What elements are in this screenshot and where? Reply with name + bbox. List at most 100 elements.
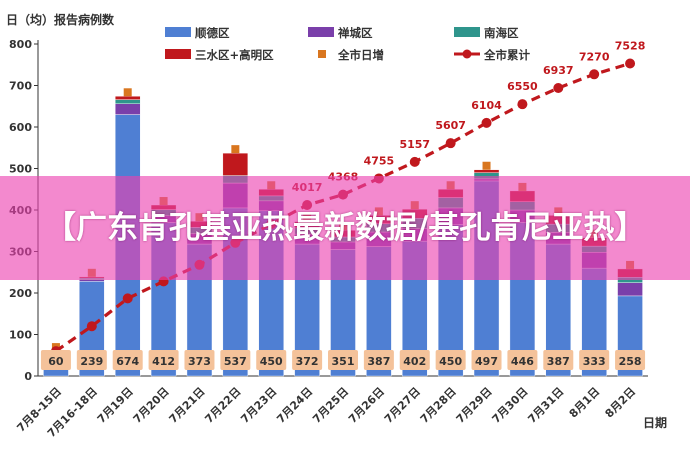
daily-value-box: [256, 350, 287, 370]
legend-swatch: [454, 27, 480, 37]
y-tick-label: 200: [9, 287, 32, 300]
daily-value-label: 239: [80, 355, 103, 368]
legend-label: 南海区: [484, 26, 519, 40]
cumulative-label: 7528: [615, 40, 646, 53]
cumulative-point: [625, 58, 636, 69]
x-tick-label: 7月26日: [346, 385, 387, 426]
cumulative-point: [86, 321, 97, 332]
daily-value-label: 60: [48, 355, 64, 368]
legend-label: 顺德区: [195, 26, 230, 40]
y-axis-title: 日（均）报告病例数: [6, 12, 115, 27]
daily-value-label: 258: [619, 355, 642, 368]
cumulative-label: 6937: [543, 64, 574, 77]
daily-value-box: [76, 350, 107, 370]
daily-value-box: [543, 350, 574, 370]
legend-swatch: [318, 50, 326, 58]
x-tick-label: 7月30日: [490, 385, 531, 426]
cumulative-label: 7270: [579, 50, 610, 63]
daily-value-label: 372: [296, 355, 319, 368]
daily-value-label: 387: [547, 355, 570, 368]
bar-segment: [473, 169, 500, 173]
daily-value-box: [507, 350, 538, 370]
daily-value-box: [579, 350, 610, 370]
bar-segment: [617, 282, 643, 297]
daily-value-box: [292, 350, 323, 370]
cumulative-point: [553, 82, 564, 93]
y-tick-label: 600: [9, 121, 32, 134]
y-tick-label: 800: [9, 38, 32, 51]
cumulative-label: 5607: [435, 119, 466, 132]
cumulative-label: 4755: [364, 154, 395, 167]
daily-value-label: 351: [332, 355, 355, 368]
daily-value-box: [40, 350, 71, 370]
daily-value-label: 402: [403, 355, 426, 368]
daily-value-label: 373: [188, 355, 211, 368]
cumulative-point: [445, 138, 456, 149]
legend-marker: [462, 49, 472, 59]
daily-value-box: [148, 350, 179, 370]
daily-value-box: [471, 350, 502, 370]
x-tick-label: 7月31日: [525, 385, 566, 426]
daily-value-box: [328, 350, 358, 370]
daily-value-label: 537: [224, 355, 247, 368]
cumulative-label: 6550: [507, 80, 538, 93]
legend-label: 三水区+高明区: [195, 48, 274, 62]
cumulative-line: [55, 61, 631, 353]
y-tick-label: 700: [9, 80, 32, 93]
bar-segment: [115, 99, 141, 104]
daily-value-box: [363, 350, 394, 370]
daily-value-label: 497: [475, 355, 498, 368]
cumulative-label: 5157: [399, 138, 430, 151]
y-tick-label: 0: [24, 370, 32, 383]
x-tick-label: 7月28日: [418, 385, 459, 426]
legend-label: 禅城区: [337, 26, 373, 40]
legend-swatch: [308, 27, 334, 37]
x-axis-title: 日期: [643, 415, 667, 430]
daily-total-marker: [482, 161, 491, 170]
y-tick-label: 500: [9, 163, 32, 176]
x-tick-label: 8月2日: [603, 385, 639, 421]
x-tick-label: 7月19日: [95, 385, 136, 426]
cumulative-point: [517, 99, 528, 110]
x-tick-label: 7月22日: [202, 385, 243, 426]
x-tick-label: 7月23日: [238, 385, 279, 426]
daily-value-label: 333: [583, 355, 606, 368]
daily-value-box: [112, 350, 143, 370]
legend-label: 全市日增: [337, 48, 384, 62]
x-tick-label: 7月24日: [274, 385, 315, 426]
daily-value-box: [399, 350, 430, 370]
daily-value-label: 674: [116, 355, 139, 368]
x-tick-label: 7月27日: [382, 385, 423, 426]
daily-value-label: 387: [367, 355, 390, 368]
banner-text: 【广东肯孔基亚热最新数据/基孔肯尼亚热】: [45, 210, 646, 246]
daily-value-label: 446: [511, 355, 534, 368]
x-tick-label: 7月25日: [310, 385, 351, 426]
title-banner: 【广东肯孔基亚热最新数据/基孔肯尼亚热】: [0, 176, 690, 280]
cumulative-label: 6104: [471, 99, 502, 112]
daily-value-box: [184, 350, 215, 370]
bar-segment: [222, 152, 249, 176]
cumulative-point: [409, 156, 420, 167]
daily-value-box: [435, 350, 466, 370]
daily-total-marker: [123, 88, 132, 97]
daily-value-label: 412: [152, 355, 175, 368]
x-tick-label: 7月20日: [131, 385, 172, 426]
daily-value-label: 450: [439, 355, 462, 368]
legend-swatch: [165, 49, 191, 59]
cumulative-point: [122, 293, 133, 304]
daily-total-marker: [231, 145, 240, 154]
y-tick-label: 100: [9, 329, 32, 342]
cumulative-point: [589, 69, 600, 80]
bar-segment: [115, 96, 141, 100]
x-tick-label: 7月29日: [454, 385, 495, 426]
x-tick-label: 7月21日: [167, 385, 208, 426]
legend-label: 全市累计: [483, 48, 530, 62]
cumulative-point: [481, 117, 492, 128]
daily-value-box: [220, 350, 251, 370]
bar-segment: [115, 103, 141, 115]
daily-value-box: [615, 350, 646, 370]
daily-value-label: 450: [260, 355, 283, 368]
x-tick-label: 8月1日: [567, 385, 603, 421]
legend-swatch: [165, 27, 191, 37]
